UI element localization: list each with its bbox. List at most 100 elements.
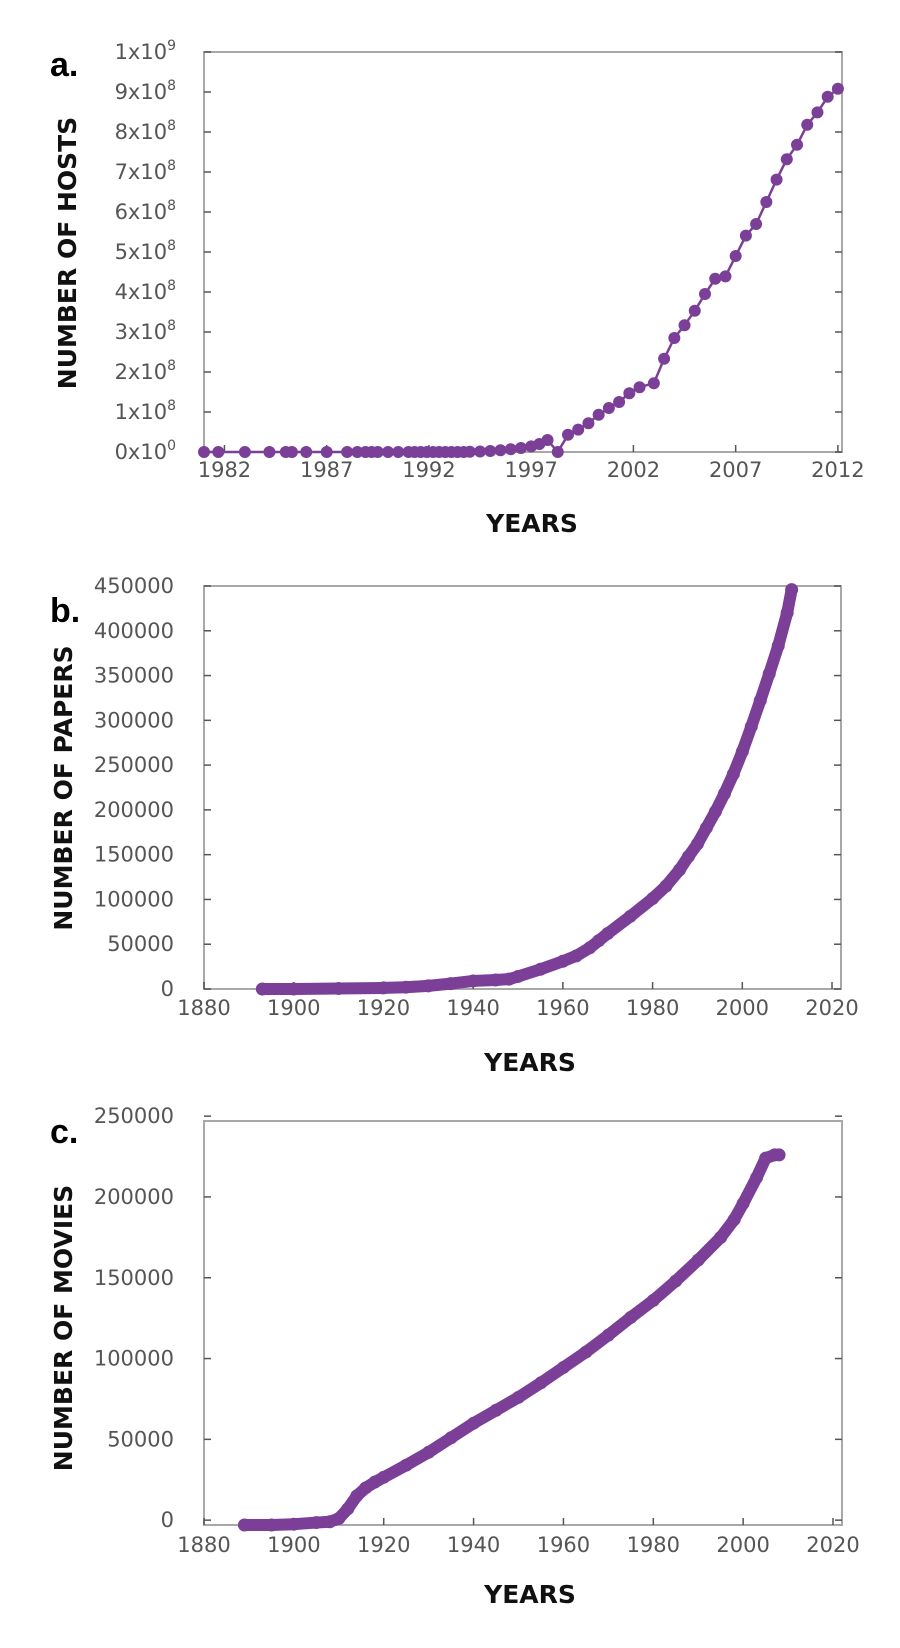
panel-b-data-point bbox=[780, 606, 794, 620]
panel-b-y-tick-label: 150000 bbox=[94, 843, 174, 867]
panel-b-y-tick-label: 400000 bbox=[94, 619, 174, 643]
panel-a-data-point bbox=[382, 446, 395, 458]
panel-b-x-ticks: 1880 1900 1920 1940 1960 1980 2000 2020 bbox=[177, 982, 859, 1020]
panel-c-data-point bbox=[309, 1516, 323, 1530]
panel-a-data-point bbox=[582, 417, 595, 430]
panel-a-data-point bbox=[198, 446, 210, 458]
panel-c-data-point bbox=[237, 1518, 251, 1532]
panel-c-y-tick-label: 250000 bbox=[94, 1104, 174, 1128]
panel-c-x-tick-label: 1960 bbox=[537, 1533, 590, 1557]
panel-b-data-point bbox=[681, 849, 695, 863]
panel-c-data-point bbox=[332, 1512, 346, 1526]
panel-a-data-point bbox=[658, 352, 671, 365]
panel-b-x-tick-label: 1960 bbox=[536, 996, 589, 1020]
panel-b-data-point bbox=[287, 982, 301, 996]
panel-a-data-point bbox=[698, 288, 711, 300]
panel-b-plot-area bbox=[203, 585, 842, 990]
panel-b-x-axis-label: YEARS bbox=[483, 1048, 576, 1077]
panel-c-x-tick-label: 2020 bbox=[806, 1533, 859, 1557]
panel-c-data-point bbox=[624, 1310, 638, 1324]
panel-b-data-point bbox=[376, 981, 390, 995]
panel-c-y-tick-label: 150000 bbox=[94, 1266, 174, 1290]
panel-b-y-tick-label: 250000 bbox=[94, 753, 174, 777]
panel-c-y-tick-label: 200000 bbox=[94, 1185, 174, 1209]
panel-a-data-point bbox=[463, 445, 476, 458]
panel-b-y-axis-label: NUMBER OF PAPERS bbox=[49, 645, 78, 930]
panel-b-data-point bbox=[592, 934, 606, 948]
panel-c-data-point bbox=[264, 1518, 278, 1532]
panel-a-data-point bbox=[551, 446, 564, 458]
panel-b-data-point bbox=[511, 969, 525, 983]
panel-a-data-point bbox=[504, 443, 517, 456]
panel-a-data-point bbox=[791, 138, 804, 151]
panel-c-data-point bbox=[467, 1416, 481, 1430]
panel-b-x-tick-label: 1880 bbox=[177, 996, 230, 1020]
panel-c-series bbox=[237, 1148, 786, 1532]
panel-b-data-point bbox=[673, 863, 687, 877]
panel-c-data-point bbox=[736, 1196, 750, 1210]
panel-c-data-point bbox=[601, 1328, 615, 1342]
panel-a-data-point bbox=[613, 396, 626, 408]
panel-b-series bbox=[255, 583, 799, 996]
panel-a-data-point bbox=[760, 196, 773, 208]
panel-c-data-point bbox=[750, 1171, 764, 1185]
panel-c-x-tick-label: 1880 bbox=[177, 1533, 230, 1557]
panel-c-y-tick-label: 100000 bbox=[94, 1347, 174, 1371]
panel-b-data-point bbox=[646, 892, 660, 906]
panel-b-data-point bbox=[771, 639, 785, 653]
panel-c-data-point bbox=[422, 1445, 436, 1459]
panel-a-y-tick-label: 5x108 bbox=[115, 238, 176, 264]
panel-a-x-tick-label: 2002 bbox=[607, 458, 660, 482]
panel-a-x-tick-label: 2012 bbox=[811, 458, 864, 482]
panel-b-data-point bbox=[421, 979, 435, 993]
panel-a-y-tick-label: 6x108 bbox=[115, 198, 176, 224]
panel-b-data-point bbox=[399, 980, 413, 994]
panel-b-y-tick-label: 0 bbox=[161, 977, 174, 1001]
panel-a-data-point bbox=[770, 173, 783, 186]
panel-c-data-point bbox=[556, 1360, 570, 1374]
panel-c-data-point bbox=[714, 1230, 728, 1244]
panel-b-y-ticks: 0 50000 100000 150000 200000 250000 300000 3500… bbox=[94, 574, 841, 1001]
panel-c-data-point bbox=[772, 1148, 786, 1162]
panel-b-series-line bbox=[256, 583, 798, 995]
panel-b-data-point bbox=[753, 694, 767, 708]
panel-c: c. 1880 1900 1920 1940 1960 1980 2000 2020 0 500… bbox=[49, 1104, 860, 1609]
panel-a-data-point bbox=[801, 118, 814, 131]
panel-a-series-line bbox=[202, 87, 840, 454]
panel-a-data-point bbox=[300, 446, 313, 458]
panel-a-y-tick-label: 1x109 bbox=[115, 38, 176, 64]
panel-a-plot-area bbox=[203, 51, 843, 453]
panel-a-data-point bbox=[212, 446, 225, 458]
panel-a-data-point bbox=[263, 446, 276, 458]
panel-a-data-point bbox=[474, 445, 487, 458]
panel-c-data-point bbox=[727, 1213, 741, 1227]
panel-b-x-tick-label: 2000 bbox=[716, 996, 769, 1020]
panel-b-y-tick-label: 50000 bbox=[107, 932, 174, 956]
panel-a-data-point bbox=[392, 446, 405, 458]
panel-b-data-point bbox=[726, 767, 740, 781]
panel-b-data-point bbox=[659, 879, 673, 893]
panel-c-data-point bbox=[534, 1376, 548, 1390]
panel-c-data-point bbox=[691, 1253, 705, 1267]
panel-a-data-point bbox=[561, 428, 574, 441]
panel-c-y-ticks: 0 50000 100000 150000 200000 250000 bbox=[94, 1104, 842, 1532]
panel-a-data-point bbox=[572, 423, 585, 436]
panel-c-x-tick-label: 1900 bbox=[267, 1533, 320, 1557]
panel-b-letter: b. bbox=[50, 592, 80, 630]
panel-c-plot-area bbox=[203, 1120, 843, 1526]
panel-a-data-point bbox=[719, 270, 732, 283]
panel-a-data-point bbox=[541, 434, 554, 446]
panel-b-data-point bbox=[466, 974, 480, 988]
panel-b-data-point bbox=[699, 821, 713, 835]
panel-a-x-tick-label: 1987 bbox=[300, 458, 353, 482]
panel-b-data-point bbox=[717, 787, 731, 801]
panel-a-data-point bbox=[750, 218, 763, 230]
panel-b-data-point bbox=[735, 745, 749, 759]
panel-a-x-axis-label: YEARS bbox=[485, 509, 578, 538]
panel-a-y-tick-label: 8x108 bbox=[115, 118, 176, 144]
panel-b-data-point bbox=[623, 909, 637, 923]
panel-b-y-tick-label: 100000 bbox=[94, 887, 174, 911]
panel-a-data-point bbox=[320, 446, 333, 458]
panel-c-data-point bbox=[287, 1517, 301, 1531]
panel-b-x-tick-label: 1980 bbox=[626, 996, 679, 1020]
